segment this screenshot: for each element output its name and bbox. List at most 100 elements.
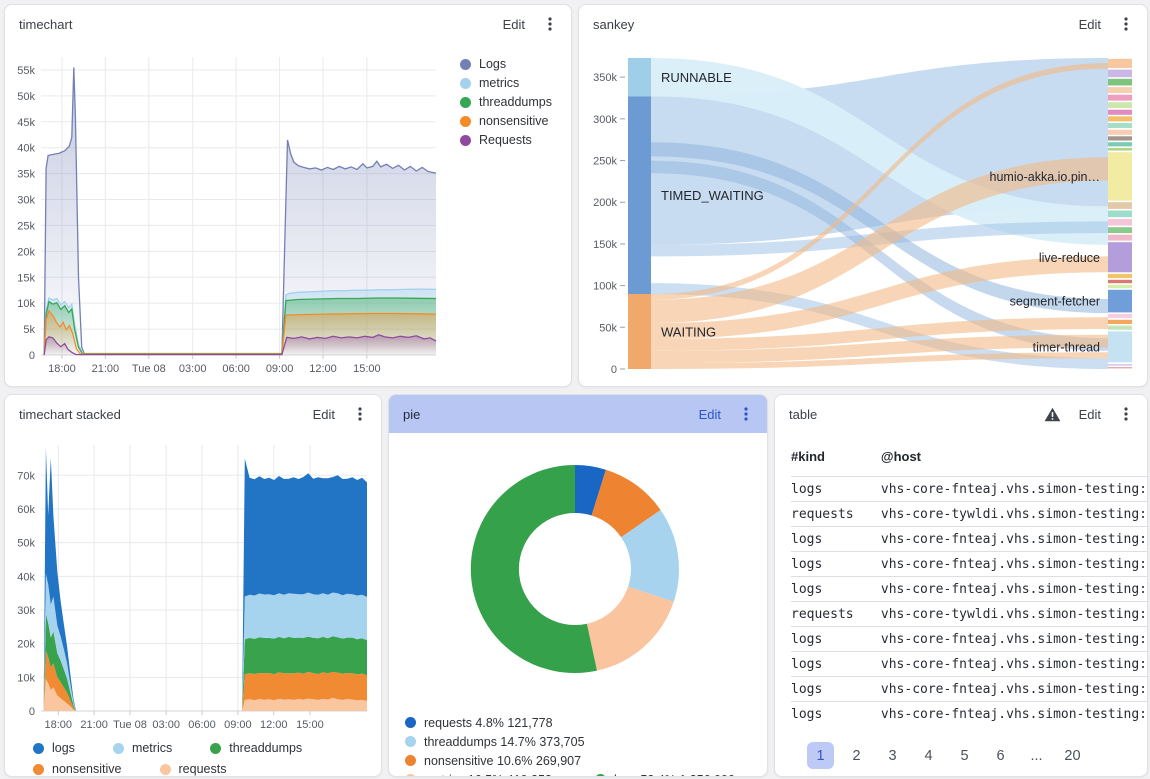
table-row[interactable]: logs vhs-core-fnteaj.vhs.simon-testing:: [791, 626, 1147, 652]
series-line-Logs[interactable]: [43, 67, 437, 356]
sankey-target-node-12[interactable]: [1108, 148, 1132, 151]
series-line-Requests[interactable]: [43, 334, 437, 356]
stacked-series-requests[interactable]: [43, 679, 367, 711]
sankey-target-node-11[interactable]: [1108, 142, 1132, 147]
table-row[interactable]: logs vhs-core-fnteaj.vhs.simon-testing:: [791, 476, 1147, 502]
series-line-metrics[interactable]: [43, 288, 437, 356]
sankey-target-node-1[interactable]: [1108, 69, 1132, 78]
legend-item-requests[interactable]: requests: [159, 762, 226, 776]
sankey-flow-4[interactable]: [651, 160, 1108, 351]
series-line-nonsensitive[interactable]: [43, 309, 437, 356]
table-row[interactable]: requests vhs-core-tywldi.vhs.simon-testin…: [791, 501, 1147, 527]
sankey-target-node-14[interactable]: [1108, 202, 1132, 209]
sankey-target-node-3[interactable]: [1108, 87, 1132, 93]
kebab-menu-icon[interactable]: [1119, 406, 1133, 422]
sankey-target-node-9[interactable]: [1108, 129, 1132, 135]
sankey-plot[interactable]: 0 50k 100k 150k 200k 250k 300k 350k RUNNABLE TIME…: [579, 43, 1147, 385]
sankey-target-node-timer-thread[interactable]: [1108, 331, 1132, 363]
legend-item-logs[interactable]: logs: [33, 741, 75, 755]
sankey-node-WAITING[interactable]: [628, 294, 651, 369]
series-area-Requests[interactable]: [44, 334, 436, 355]
series-line-threaddumps[interactable]: [43, 297, 437, 356]
table-row[interactable]: requests vhs-core-tywldi.vhs.simon-testin…: [791, 601, 1147, 627]
edit-button[interactable]: Edit: [502, 16, 525, 32]
sankey-node-RUNNABLE[interactable]: [628, 58, 651, 97]
pie-legend-item-requests[interactable]: requests 4.8% 121,778: [405, 716, 595, 730]
sankey-flow-10[interactable]: [651, 334, 1108, 364]
legend-item-metrics[interactable]: metrics: [460, 76, 552, 90]
legend-item-threaddumps[interactable]: threaddumps: [210, 741, 302, 755]
sankey-flow-3[interactable]: [651, 142, 1108, 314]
table-row[interactable]: logs vhs-core-fnteaj.vhs.simon-testing:: [791, 701, 1147, 726]
page-button-20[interactable]: 20: [1064, 747, 1081, 764]
pie-slice-metrics[interactable]: [586, 586, 674, 671]
sankey-node-TIMED_WAITING[interactable]: [628, 96, 651, 295]
table-row[interactable]: logs vhs-core-fnteaj.vhs.simon-testing:: [791, 651, 1147, 677]
table-row[interactable]: logs vhs-core-fnteaj.vhs.simon-testing:: [791, 576, 1147, 602]
sankey-target-node-28[interactable]: [1108, 364, 1132, 366]
sankey-flow-8[interactable]: [651, 256, 1108, 339]
pie-legend-item-nonsensitive[interactable]: nonsensitive 10.6% 269,907: [405, 754, 595, 768]
sankey-target-node-16[interactable]: [1108, 218, 1132, 226]
warning-icon[interactable]: [1044, 407, 1061, 422]
sankey-flow-5[interactable]: [651, 283, 1108, 369]
legend-item-Requests[interactable]: Requests: [460, 133, 552, 147]
edit-button[interactable]: Edit: [1078, 16, 1101, 32]
legend-item-metrics[interactable]: metrics: [112, 741, 172, 755]
page-button-2[interactable]: 2: [852, 747, 861, 764]
sankey-target-node-17[interactable]: [1108, 227, 1132, 234]
sankey-target-node-5[interactable]: [1108, 102, 1132, 109]
sankey-target-node-18[interactable]: [1108, 234, 1132, 241]
column-header-host[interactable]: @host: [880, 449, 922, 464]
sankey-target-node-26[interactable]: [1108, 325, 1132, 330]
sankey-target-node-live-reduce[interactable]: [1108, 242, 1132, 273]
stacked-series-nonsensitive[interactable]: [43, 650, 367, 711]
sankey-target-node-7[interactable]: [1108, 116, 1132, 122]
sankey-target-node-2[interactable]: [1108, 78, 1132, 86]
sankey-flow-6[interactable]: [651, 63, 1108, 300]
pie-slice-logs[interactable]: [470, 464, 597, 673]
timechart-plot[interactable]: 0 5k 10k 15k 20k 25k 30k 35k 40k 45k 50k 55k 18:00 21…: [5, 43, 571, 383]
sankey-target-node-8[interactable]: [1108, 123, 1132, 129]
page-button-5[interactable]: 5: [960, 747, 969, 764]
sankey-target-node-29[interactable]: [1108, 367, 1132, 369]
sankey-target-node-25[interactable]: [1108, 319, 1132, 324]
legend-item-nonsensitive[interactable]: nonsensitive: [33, 762, 122, 776]
sankey-target-node-segment-fetcher[interactable]: [1108, 289, 1132, 313]
table-row[interactable]: logs vhs-core-fnteaj.vhs.simon-testing:: [791, 676, 1147, 702]
legend-item-Logs[interactable]: Logs: [460, 57, 552, 71]
stacked-series-threaddumps[interactable]: [43, 614, 367, 711]
page-button-4[interactable]: 4: [924, 747, 933, 764]
sankey-target-node-4[interactable]: [1108, 94, 1132, 101]
sankey-flow-1[interactable]: [651, 58, 1108, 245]
sankey-flow-7[interactable]: [651, 157, 1108, 324]
kebab-menu-icon[interactable]: [353, 406, 367, 422]
edit-button[interactable]: Edit: [312, 406, 335, 422]
table-row[interactable]: logs vhs-core-fnteaj.vhs.simon-testing:: [791, 526, 1147, 552]
edit-button[interactable]: Edit: [1078, 406, 1101, 422]
sankey-target-node-15[interactable]: [1108, 210, 1132, 218]
sankey-target-node-22[interactable]: [1108, 284, 1132, 289]
pie-legend-item-logs[interactable]: logs 53.4% 1,356,990: [595, 773, 735, 776]
pie-slice-nonsensitive[interactable]: [591, 469, 661, 538]
pie-legend-item-metrics[interactable]: metrics 16.5% 419,252: [405, 773, 595, 776]
page-button-3[interactable]: 3: [888, 747, 897, 764]
page-button-1[interactable]: 1: [807, 742, 834, 769]
sankey-target-node-humio-akka.io.pin…[interactable]: [1108, 152, 1132, 201]
pie-slice-requests[interactable]: [575, 465, 606, 516]
edit-button[interactable]: Edit: [698, 406, 721, 422]
stacked-timechart-plot[interactable]: 0 10k 20k 30k 40k 50k 60k 70k 18:00 21:00 Tue 08 03…: [5, 433, 381, 733]
sankey-flow-9[interactable]: [651, 317, 1108, 351]
stacked-series-logs[interactable]: [43, 447, 367, 711]
sankey-target-node-21[interactable]: [1108, 279, 1132, 284]
sankey-target-node-24[interactable]: [1108, 313, 1132, 319]
legend-item-threaddumps[interactable]: threaddumps: [460, 95, 552, 109]
kebab-menu-icon[interactable]: [739, 406, 753, 422]
pie-legend-item-threaddumps[interactable]: threaddumps 14.7% 373,705: [405, 735, 595, 749]
pie-slice-threaddumps[interactable]: [621, 510, 679, 602]
sankey-target-node-6[interactable]: [1108, 109, 1132, 115]
column-header-kind[interactable]: #kind: [791, 449, 825, 464]
sankey-target-node-20[interactable]: [1108, 273, 1132, 279]
legend-item-nonsensitive[interactable]: nonsensitive: [460, 114, 552, 128]
sankey-flow-11[interactable]: [651, 352, 1108, 369]
